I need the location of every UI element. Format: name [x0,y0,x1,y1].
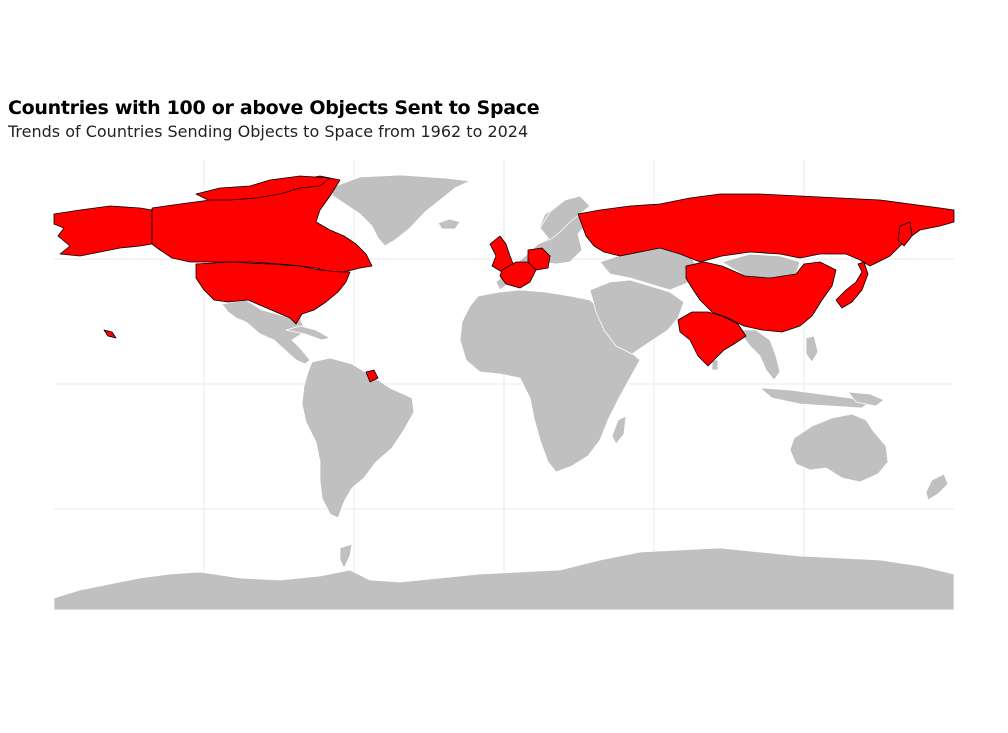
philippines [805,335,819,363]
new-zealand [925,473,949,501]
map-title: Countries with 100 or above Objects Sent… [8,97,540,119]
middle-east [589,279,685,355]
country-china [685,261,837,333]
antarctica [53,547,955,611]
country-russia [577,193,955,267]
country-united-states-hawaii [103,329,117,339]
country-french-guiana [365,369,379,383]
country-india [677,311,747,367]
indonesia [759,387,871,409]
madagascar [611,415,627,445]
map-subtitle: Trends of Countries Sending Objects to S… [8,122,529,141]
country-united-states-alaska [53,205,153,257]
new-guinea [847,391,885,407]
south-america [301,357,415,519]
country-japan [835,261,869,309]
country-canada-arctic [195,175,331,201]
scandinavia [539,195,591,241]
titles: Countries with 100 or above Objects Sent… [8,96,540,144]
country-united-states [195,261,351,325]
caribbean [285,325,331,341]
country-france [499,261,537,289]
antarctic-peninsula [339,543,353,569]
country-germany [527,247,551,271]
southeast-asia [737,329,781,381]
africa [459,289,641,473]
sri-lanka [711,359,719,371]
greenland [329,174,471,247]
iceland [437,218,461,230]
country-russia-kamchatka [897,221,913,247]
australia [789,413,889,483]
